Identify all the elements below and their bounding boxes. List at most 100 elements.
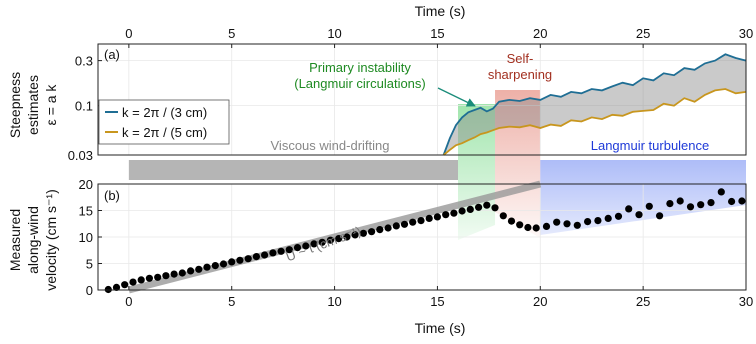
- legend: k = 2π / (3 cm) k = 2π / (5 cm): [99, 100, 229, 144]
- y-tick-label-b-0: 0: [86, 283, 93, 298]
- scatter-point-37: [409, 219, 416, 226]
- scatter-point-54: [553, 219, 560, 226]
- scatter-point-63: [646, 203, 653, 210]
- scatter-point-9: [179, 269, 186, 276]
- region-label-turbulence: Langmuir turbulence: [591, 138, 710, 153]
- scatter-point-67: [687, 203, 694, 210]
- scatter-point-6: [154, 274, 161, 281]
- primary-instability-arrow: [438, 88, 475, 106]
- scatter-point-57: [584, 218, 591, 225]
- scatter-point-17: [245, 255, 252, 262]
- scatter-point-45: [475, 204, 482, 211]
- scatter-point-53: [543, 223, 550, 230]
- x-tick-label-bottom-1: 5: [228, 294, 235, 309]
- x-tick-label-top-4: 20: [533, 26, 547, 41]
- scatter-point-7: [162, 272, 169, 279]
- scatter-point-39: [426, 215, 433, 222]
- scatter-point-56: [574, 222, 581, 229]
- y-tick-label-a-1: 0.1: [75, 99, 93, 114]
- scatter-point-36: [401, 221, 408, 228]
- scatter-point-69: [707, 199, 714, 206]
- scatter-point-65: [666, 200, 673, 207]
- y-label-a-line-1: Steepness: [7, 72, 23, 138]
- region-label-self-line-2: sharpening: [488, 67, 552, 82]
- scatter-point-11: [195, 266, 202, 273]
- scatter-point-3: [129, 279, 136, 286]
- x-tick-label-bottom-2: 10: [327, 294, 341, 309]
- scatter-point-62: [635, 211, 642, 218]
- scatter-point-58: [594, 217, 601, 224]
- y-tick-label-a-2: 0.3: [75, 54, 93, 69]
- x-tick-label-top-5: 25: [636, 26, 650, 41]
- scatter-point-47: [491, 204, 498, 211]
- band-viscous-bar: [129, 160, 458, 180]
- scatter-point-33: [376, 226, 383, 233]
- scatter-point-14: [220, 260, 227, 267]
- legend-label-series-1: k = 2π / (3 cm): [122, 105, 207, 120]
- scatter-point-20: [269, 249, 276, 256]
- y-tick-label-b-3: 15: [79, 204, 93, 219]
- x-tick-label-bottom-6: 30: [739, 294, 753, 309]
- scatter-point-51: [524, 224, 531, 231]
- scatter-point-59: [605, 215, 612, 222]
- scatter-point-8: [171, 271, 178, 278]
- y-tick-label-b-1: 5: [86, 257, 93, 272]
- scatter-point-48: [500, 212, 507, 219]
- scatter-point-50: [516, 221, 523, 228]
- scatter-point-42: [450, 210, 457, 217]
- scatter-point-38: [417, 217, 424, 224]
- scatter-point-68: [697, 201, 704, 208]
- y-label-b-line-1: Measured: [7, 209, 23, 271]
- scatter-point-41: [442, 211, 449, 218]
- scatter-point-19: [261, 251, 268, 258]
- x-tick-label-top-0: 0: [125, 26, 132, 41]
- scatter-point-72: [738, 197, 745, 204]
- scatter-point-55: [563, 220, 570, 227]
- x-tick-label-top-2: 10: [327, 26, 341, 41]
- scatter-point-71: [728, 198, 735, 205]
- x-tick-label-top-3: 15: [430, 26, 444, 41]
- y-label-b-line-2: along-wind: [25, 206, 41, 274]
- scatter-point-66: [677, 197, 684, 204]
- x-tick-label-bottom-4: 20: [533, 294, 547, 309]
- y-label-a-line-3: ε = a k: [43, 84, 59, 126]
- scatter-point-34: [385, 224, 392, 231]
- scatter-point-4: [138, 276, 145, 283]
- legend-label-series-2: k = 2π / (5 cm): [122, 125, 207, 140]
- scatter-point-61: [625, 205, 632, 212]
- y-tick-label-b-4: 20: [79, 177, 93, 192]
- region-label-primary-line-2: (Langmuir circulations): [294, 76, 426, 91]
- x-tick-label-bottom-0: 0: [125, 294, 132, 309]
- panel-b-tag: (b): [104, 188, 120, 203]
- scatter-point-52: [533, 224, 540, 231]
- scatter-point-64: [656, 212, 663, 219]
- x-tick-label-top-6: 30: [739, 26, 753, 41]
- scatter-point-18: [253, 253, 260, 260]
- scatter-point-35: [393, 222, 400, 229]
- x-axis-title-top: Time (s): [415, 3, 466, 19]
- scatter-point-16: [236, 257, 243, 264]
- y-tick-label-a-0: 0.03: [68, 148, 93, 163]
- region-label-viscous: Viscous wind-drifting: [271, 138, 390, 153]
- x-axis-title-bottom: Time (s): [415, 320, 466, 336]
- scatter-point-15: [228, 258, 235, 265]
- y-label-b-line-3: velocity (cm s⁻¹): [43, 189, 59, 291]
- x-tick-label-bottom-3: 15: [430, 294, 444, 309]
- scatter-point-60: [615, 213, 622, 220]
- scatter-point-2: [121, 281, 128, 288]
- panel-a-tag: (a): [104, 47, 120, 62]
- scatter-point-32: [368, 228, 375, 235]
- scatter-point-43: [459, 207, 466, 214]
- scatter-point-5: [146, 275, 153, 282]
- x-tick-label-top-1: 5: [228, 26, 235, 41]
- scatter-point-44: [467, 206, 474, 213]
- x-tick-label-bottom-5: 25: [636, 294, 650, 309]
- scatter-point-10: [187, 267, 194, 274]
- region-label-primary-line-1: Primary instability: [309, 60, 411, 75]
- y-tick-label-b-2: 10: [79, 230, 93, 245]
- scatter-point-12: [203, 264, 210, 271]
- scatter-point-40: [434, 213, 441, 220]
- scatter-point-46: [483, 202, 490, 209]
- scatter-point-13: [212, 262, 219, 269]
